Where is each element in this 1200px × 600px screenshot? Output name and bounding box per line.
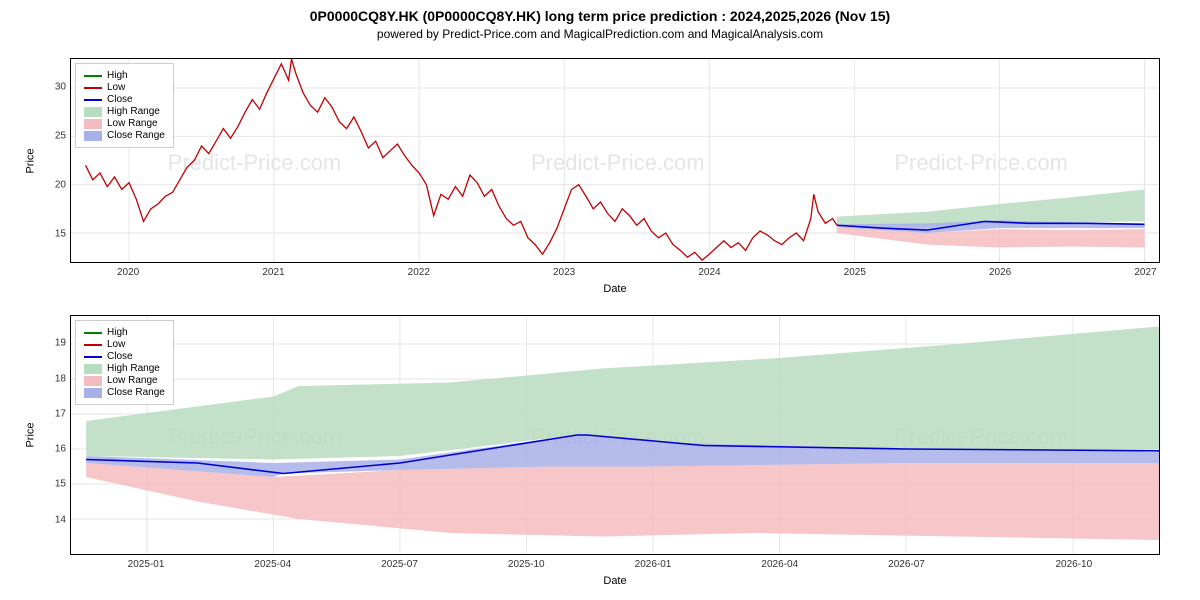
x-tick-label: 2025 bbox=[844, 267, 866, 278]
legend-swatch-high-range bbox=[84, 107, 102, 117]
chart-bottom: Predict-Price.comPredict-Price.comPredic… bbox=[70, 315, 1160, 555]
legend-swatch-low bbox=[84, 344, 102, 346]
x-tick-label: 2024 bbox=[698, 267, 720, 278]
legend-swatch-close bbox=[84, 99, 102, 101]
legend-label: High bbox=[107, 70, 128, 81]
x-tick-label: 2021 bbox=[262, 267, 284, 278]
x-axis-label: Date bbox=[603, 283, 626, 295]
legend-swatch-high-range bbox=[84, 364, 102, 374]
legend-label: Close bbox=[107, 94, 133, 105]
x-tick-label: 2025-01 bbox=[128, 559, 165, 570]
legend-label: High bbox=[107, 327, 128, 338]
y-tick-label: 30 bbox=[42, 82, 66, 93]
legend-label: Low bbox=[107, 82, 125, 93]
y-axis-label: Price bbox=[25, 148, 37, 173]
y-tick-label: 20 bbox=[42, 179, 66, 190]
x-tick-label: 2026-04 bbox=[761, 559, 798, 570]
legend-swatch-close-range bbox=[84, 131, 102, 141]
x-tick-label: 2023 bbox=[553, 267, 575, 278]
x-tick-label: 2026-07 bbox=[888, 559, 925, 570]
y-tick-label: 15 bbox=[42, 228, 66, 239]
y-tick-label: 25 bbox=[42, 131, 66, 142]
chart-top: Predict-Price.comPredict-Price.comPredic… bbox=[70, 58, 1160, 263]
x-tick-label: 2025-07 bbox=[381, 559, 418, 570]
legend-label: Low Range bbox=[107, 375, 158, 386]
x-tick-label: 2026-10 bbox=[1055, 559, 1092, 570]
legend-swatch-low-range bbox=[84, 376, 102, 386]
chart-title: 0P0000CQ8Y.HK (0P0000CQ8Y.HK) long term … bbox=[0, 8, 1200, 24]
x-tick-label: 2020 bbox=[117, 267, 139, 278]
x-tick-label: 2026-01 bbox=[635, 559, 672, 570]
legend-swatch-high bbox=[84, 75, 102, 77]
legend-swatch-low bbox=[84, 87, 102, 89]
legend-label: High Range bbox=[107, 363, 160, 374]
legend-swatch-high bbox=[84, 332, 102, 334]
legend-label: Close Range bbox=[107, 387, 165, 398]
y-tick-label: 14 bbox=[42, 514, 66, 525]
x-tick-label: 2026 bbox=[989, 267, 1011, 278]
x-tick-label: 2025-10 bbox=[508, 559, 545, 570]
y-tick-label: 18 bbox=[42, 373, 66, 384]
y-tick-label: 17 bbox=[42, 408, 66, 419]
x-tick-label: 2027 bbox=[1134, 267, 1156, 278]
legend-swatch-low-range bbox=[84, 119, 102, 129]
legend-bottom: High Low Close High Range Low Range Clos… bbox=[75, 320, 174, 405]
legend-top: High Low Close High Range Low Range Clos… bbox=[75, 63, 174, 148]
legend-label: Low bbox=[107, 339, 125, 350]
x-tick-label: 2025-04 bbox=[254, 559, 291, 570]
legend-label: Low Range bbox=[107, 118, 158, 129]
y-axis-label: Price bbox=[25, 422, 37, 447]
legend-label: Close bbox=[107, 351, 133, 362]
legend-swatch-close-range bbox=[84, 388, 102, 398]
legend-label: High Range bbox=[107, 106, 160, 117]
chart-subtitle: powered by Predict-Price.com and Magical… bbox=[0, 27, 1200, 41]
legend-label: Close Range bbox=[107, 130, 165, 141]
y-tick-label: 19 bbox=[42, 338, 66, 349]
y-tick-label: 15 bbox=[42, 479, 66, 490]
legend-swatch-close bbox=[84, 356, 102, 358]
x-tick-label: 2022 bbox=[408, 267, 430, 278]
y-tick-label: 16 bbox=[42, 444, 66, 455]
x-axis-label: Date bbox=[603, 575, 626, 587]
